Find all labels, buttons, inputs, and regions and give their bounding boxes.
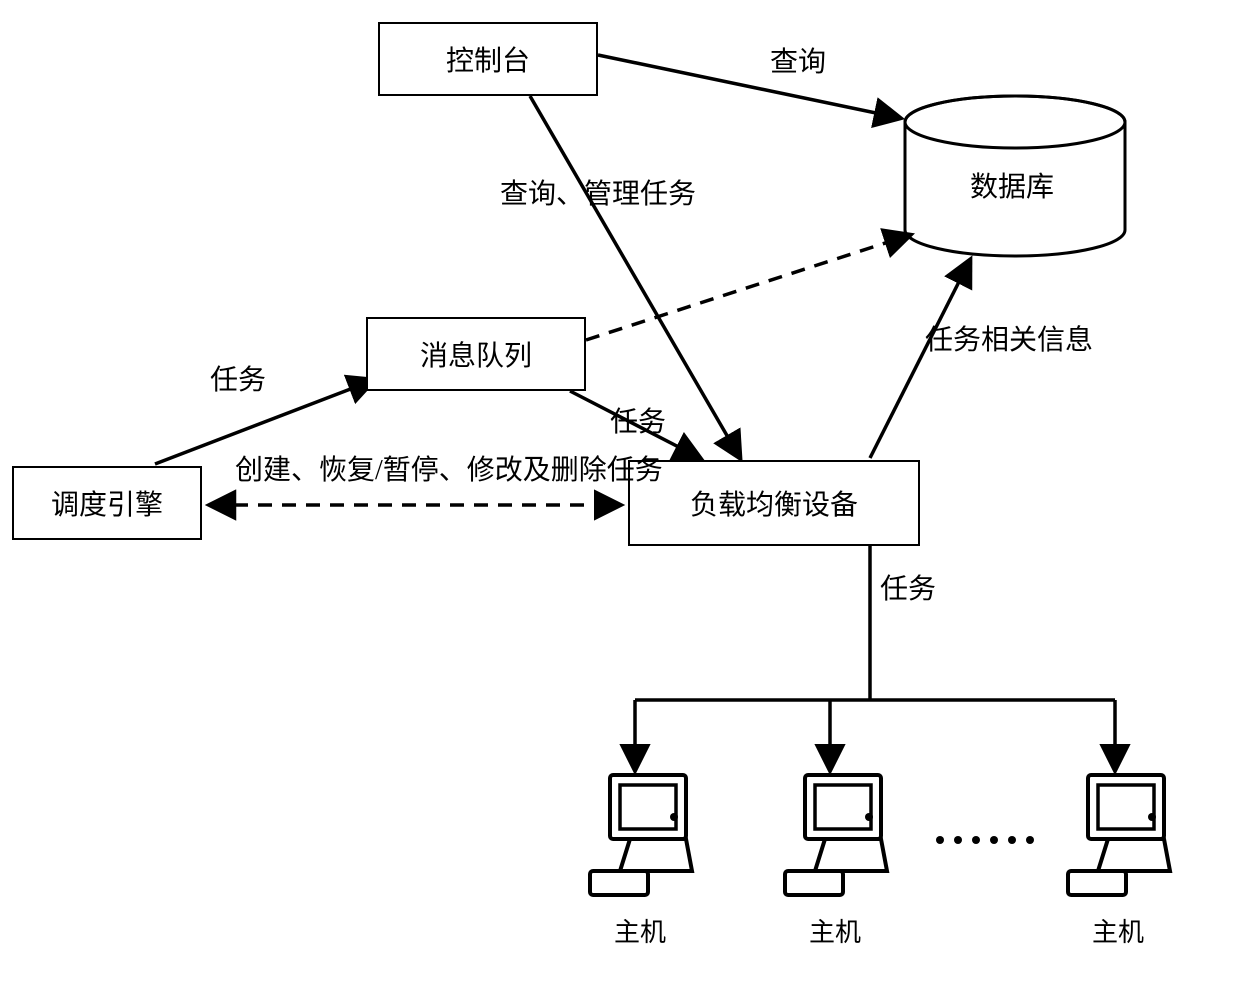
hosts-ellipsis xyxy=(936,836,1034,844)
scheduler-node: 调度引擎 xyxy=(12,466,202,540)
label-mq-lb: 任务 xyxy=(610,400,666,440)
console-node: 控制台 xyxy=(378,22,598,96)
host-icon-1 xyxy=(590,775,692,895)
edge-mq-db xyxy=(586,235,910,340)
label-lb-hosts: 任务 xyxy=(880,574,908,606)
edge-lb-db xyxy=(870,260,970,458)
msgqueue-node: 消息队列 xyxy=(366,317,586,391)
msgqueue-label: 消息队列 xyxy=(420,334,532,374)
label-console-lb: 查询、管理任务 xyxy=(500,172,696,212)
scheduler-label: 调度引擎 xyxy=(51,483,163,523)
host-label-2: 主机 xyxy=(809,912,861,949)
host-icon-3 xyxy=(1068,775,1170,895)
host-label-1: 主机 xyxy=(614,912,666,949)
label-console-db: 查询 xyxy=(770,40,826,80)
diagram-canvas: 控制台 消息队列 调度引擎 负载均衡设备 数据库 查询 查询、管理任务 任务 任… xyxy=(0,0,1240,981)
database-label: 数据库 xyxy=(970,165,1054,205)
console-label: 控制台 xyxy=(446,39,530,79)
lb-node: 负载均衡设备 xyxy=(628,460,920,546)
label-scheduler-mq: 任务 xyxy=(210,358,266,398)
label-lb-db: 任务相关信息 xyxy=(925,318,1093,358)
host-icon-2 xyxy=(785,775,887,895)
host-label-3: 主机 xyxy=(1092,912,1144,949)
lb-label: 负载均衡设备 xyxy=(690,483,858,523)
label-scheduler-lb: 创建、恢复/暂停、修改及删除任务 xyxy=(235,448,663,488)
edge-console-db xyxy=(598,55,900,118)
edge-lb-hosts xyxy=(635,546,1115,770)
